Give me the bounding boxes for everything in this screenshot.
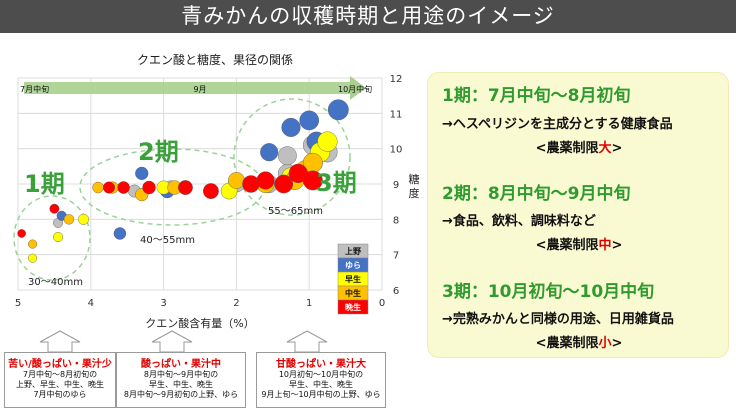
note3-arrow	[286, 330, 328, 353]
usage-info-panel: 1期：7月中旬～8月初旬 →ヘスペリジンを主成分とする健康食品 <農薬制限大> …	[427, 72, 729, 358]
data-point-晩生	[17, 229, 26, 238]
data-point-晩生	[117, 181, 130, 194]
data-point-早生	[317, 131, 338, 152]
note-line: 早生、中生、晩生	[289, 380, 353, 389]
legend-label: ゆら	[345, 261, 361, 270]
y-tick-label: 7	[393, 251, 399, 262]
data-point-晩生	[256, 171, 275, 190]
period2-usage: →食品、飲料、調味料など	[442, 214, 596, 229]
period2-heading: 2期：8月中旬～9月中旬	[442, 184, 631, 204]
x-tick-label: 0	[379, 298, 385, 309]
data-point-ゆら	[135, 166, 149, 180]
data-point-晩生	[102, 181, 115, 194]
data-point-早生	[78, 213, 90, 225]
note-box-period2: 酸っぱい・果汁中 8月中旬～9月中旬の 早生、中生、晩生 8月中旬～9月初旬の上…	[116, 352, 246, 408]
data-point-早生	[53, 231, 64, 242]
y-tick-label: 8	[393, 215, 399, 226]
data-point-ゆら	[113, 227, 127, 240]
period1-pesticide-limit: <農薬制限大>	[535, 141, 623, 156]
note-line: 9月上旬～10月中旬の上野、ゆら	[261, 390, 381, 399]
y-tick-label: 12	[390, 74, 403, 85]
legend-label: 上野	[345, 246, 361, 256]
data-point-ゆら	[327, 99, 349, 121]
timeline-arrow: 7月中旬 9月 10月中旬	[20, 76, 372, 100]
data-point-ゆら	[299, 110, 320, 131]
size2-label: 40～55mm	[140, 235, 195, 246]
legend-label: 早生	[345, 274, 361, 284]
period3-heading: 3期：10月初旬～10月中旬	[442, 282, 655, 302]
data-point-晩生	[142, 180, 156, 195]
y-tick-label: 10	[390, 145, 403, 156]
x-tick-label: 5	[15, 298, 21, 309]
note-heading: 酸っぱい・果汁中	[141, 359, 221, 370]
period3-pesticide-limit: <農薬制限小>	[535, 336, 623, 351]
timeline-mid-label: 9月	[193, 85, 206, 94]
data-point-晩生	[302, 170, 323, 191]
note2-arrow	[151, 330, 193, 353]
data-point-晩生	[178, 180, 193, 195]
data-point-早生	[28, 253, 38, 263]
period1-usage: →ヘスペリジンを主成分とする健康食品	[442, 117, 673, 132]
period1-heading: 1期：7月中旬～8月初旬	[442, 86, 631, 106]
note-arrows	[39, 330, 328, 353]
y-axis-label: 糖度	[409, 172, 420, 200]
size1-label: 30～40mm	[28, 277, 83, 288]
data-point-ゆら	[281, 117, 301, 137]
data-points	[17, 99, 349, 263]
data-point-晩生	[49, 203, 60, 214]
legend-swatch	[337, 299, 369, 315]
data-point-中生	[63, 214, 75, 225]
note-line: 8月中旬～9月中旬の	[143, 370, 219, 379]
period3-usage: →完熟みかんと同様の用途、日用雑貨品	[442, 312, 674, 327]
page-title: 青みかんの収穫時期と用途のイメージ	[0, 0, 736, 33]
note1-arrow	[39, 330, 81, 353]
note-line: 7月中旬～8月初旬の	[22, 370, 98, 379]
note-line: 7月中旬のゆら	[33, 390, 87, 399]
y-axis-ticks: 6 7 8 9 10 11 12	[390, 74, 403, 297]
note-line: 早生、中生、晩生	[149, 380, 213, 389]
y-tick-label: 6	[393, 286, 399, 297]
scatter-chart: クエン酸と糖度、果径の関係 7月中旬 9月 10月中旬 1期 2期 3期 30～…	[0, 40, 430, 340]
period1-ellipse	[13, 195, 91, 281]
note-heading: 甘酸っぱい・果汁大	[276, 359, 366, 370]
y-tick-label: 11	[390, 109, 403, 120]
legend-label: 晩生	[345, 302, 361, 312]
timeline-end-label: 10月中旬	[338, 84, 372, 94]
data-point-上野	[277, 146, 297, 166]
period2-pesticide-limit: <農薬制限中>	[535, 238, 623, 253]
x-axis-label: クエン酸含有量（%）	[145, 316, 254, 330]
data-point-中生	[28, 239, 38, 249]
data-point-晩生	[203, 183, 219, 199]
chart-title: クエン酸と糖度、果径の関係	[137, 52, 293, 67]
data-point-晩生	[274, 174, 294, 194]
note-heading: 苦い/酸っぱい・果汁少	[8, 359, 112, 370]
period3-label: 3期	[316, 169, 357, 197]
note-box-period3: 甘酸っぱい・果汁大 10月初旬～10月中旬の 早生、中生、晩生 9月上旬～10月…	[256, 352, 386, 408]
note-line: 10月初旬～10月中旬の	[278, 370, 364, 379]
x-tick-label: 3	[160, 298, 166, 309]
y-tick-label: 9	[393, 180, 399, 191]
legend-label: 中生	[345, 288, 361, 298]
x-axis-ticks: 5 4 3 2 1 0	[15, 298, 385, 309]
period2-label: 2期	[138, 138, 179, 166]
note-line: 8月中旬～9月初旬の上野、ゆら	[123, 390, 239, 399]
data-point-中生	[227, 172, 245, 189]
period1-label: 1期	[24, 170, 65, 198]
data-point-中生	[92, 181, 104, 194]
x-tick-label: 2	[233, 298, 239, 309]
period3-ellipse	[233, 98, 351, 216]
chart-svg: クエン酸と糖度、果径の関係 7月中旬 9月 10月中旬 1期 2期 3期 30～…	[13, 52, 420, 330]
size3-label: 55～65mm	[268, 206, 323, 217]
x-tick-label: 1	[306, 298, 312, 309]
note-box-period1: 苦い/酸っぱい・果汁少 7月中旬～8月初旬の 上野、早生、中生、晩生 7月中旬の…	[4, 352, 116, 408]
timeline-start-label: 7月中旬	[20, 84, 49, 94]
x-tick-label: 4	[88, 298, 94, 309]
note-line: 上野、早生、中生、晩生	[16, 380, 104, 389]
data-point-ゆら	[260, 143, 279, 162]
